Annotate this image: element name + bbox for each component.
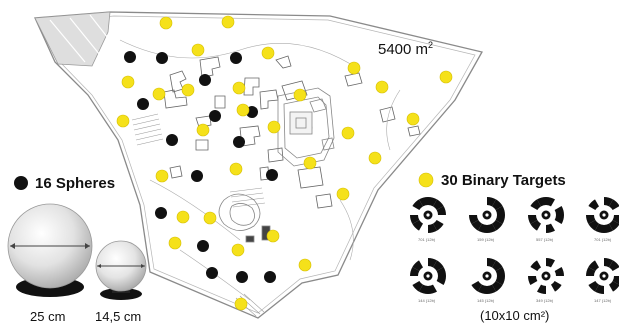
binary-target-code: 145 (12b) xyxy=(477,298,495,303)
target-marker xyxy=(155,169,169,183)
target-marker xyxy=(303,156,317,170)
sphere-marker xyxy=(199,74,211,86)
sphere-photos xyxy=(7,203,147,300)
sphere-marker xyxy=(236,271,248,283)
binary-target xyxy=(586,197,619,233)
area-label: 5400 m2 xyxy=(378,40,433,58)
target-marker xyxy=(267,120,281,134)
binary-target xyxy=(586,258,619,294)
binary-target-code: 701 (12b) xyxy=(594,237,612,242)
binary-target-code: 349 (12b) xyxy=(536,298,554,303)
target-marker xyxy=(375,80,389,94)
sphere-marker xyxy=(155,207,167,219)
target-marker xyxy=(152,87,166,101)
sphere-marker xyxy=(124,51,136,63)
target-marker xyxy=(181,83,195,97)
target-marker xyxy=(229,162,243,176)
site-outline-inner xyxy=(41,15,476,314)
sphere-marker xyxy=(230,52,242,64)
binary-target xyxy=(469,197,505,233)
target-legend-label: 30 Binary Targets xyxy=(441,172,566,189)
sphere-marker xyxy=(209,110,221,122)
sphere-legend-dot xyxy=(14,176,28,190)
target-marker xyxy=(368,151,382,165)
sphere-legend-label: 16 Spheres xyxy=(35,175,116,192)
binary-target-code: 147 (12b) xyxy=(594,298,612,303)
binary-target-code: 144 (12b) xyxy=(418,298,436,303)
target-marker xyxy=(261,46,275,60)
target-marker xyxy=(121,75,135,89)
binary-target-code: 159 (12b) xyxy=(477,237,495,242)
target-marker xyxy=(159,16,173,30)
sphere-marker xyxy=(266,169,278,181)
target-marker xyxy=(168,236,182,250)
target-marker xyxy=(341,126,355,140)
target-marker xyxy=(176,210,190,224)
target-marker xyxy=(232,81,246,95)
binary-target xyxy=(528,258,564,294)
target-marker xyxy=(406,112,420,126)
target-marker xyxy=(336,187,350,201)
sphere-marker xyxy=(191,170,203,182)
target-marker xyxy=(347,61,361,75)
target-marker xyxy=(236,103,250,117)
target-legend-dot xyxy=(418,172,434,188)
target-marker xyxy=(196,123,210,137)
sphere-marker xyxy=(156,52,168,64)
large-sphere xyxy=(7,203,93,297)
large-sphere-diameter: 25 cm xyxy=(30,309,66,324)
binary-target-code: 557 (12b) xyxy=(536,237,554,242)
small-sphere-diameter: 14,5 cm xyxy=(95,309,142,324)
binary-target xyxy=(410,258,446,294)
target-marker xyxy=(439,70,453,84)
sphere-marker xyxy=(166,134,178,146)
area-unit-exponent: 2 xyxy=(428,40,434,50)
small-sphere xyxy=(95,240,147,300)
sphere-marker xyxy=(264,271,276,283)
sphere-marker xyxy=(233,136,245,148)
sphere-marker xyxy=(197,240,209,252)
target-marker xyxy=(191,43,205,57)
target-marker xyxy=(298,258,312,272)
site-outline xyxy=(34,11,483,319)
area-value: 5400 m xyxy=(378,41,429,58)
binary-target xyxy=(528,197,564,233)
target-marker xyxy=(221,15,235,29)
target-size-label: (10x10 cm²) xyxy=(480,308,550,323)
target-marker xyxy=(293,88,307,102)
hatched-area xyxy=(34,11,111,67)
binary-target-code: 701 (12b) xyxy=(418,237,436,242)
target-marker xyxy=(231,243,245,257)
binary-target xyxy=(471,258,505,294)
target-marker xyxy=(266,229,280,243)
binary-target xyxy=(410,197,446,233)
target-marker xyxy=(116,114,130,128)
sphere-marker xyxy=(137,98,149,110)
target-marker xyxy=(234,297,248,311)
central-complex xyxy=(277,87,335,167)
target-marker xyxy=(203,211,217,225)
sphere-marker xyxy=(206,267,218,279)
